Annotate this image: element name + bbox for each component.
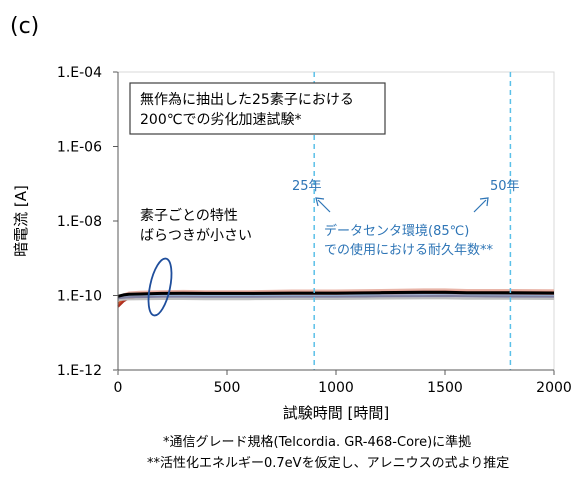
arrow-head-25 bbox=[315, 197, 325, 207]
x-tick-label: 0 bbox=[114, 380, 123, 396]
x-tick-label: 500 bbox=[214, 380, 241, 396]
series-line bbox=[117, 294, 555, 300]
x-tick-label: 2000 bbox=[536, 380, 572, 396]
x-tick-label: 1500 bbox=[427, 380, 463, 396]
y-axis-label: 暗電流 [A] bbox=[12, 185, 30, 257]
spread-annotation: 素子ごとの特性 ばらつきが小さい bbox=[140, 208, 252, 317]
y-tick-label: 1.E-08 bbox=[57, 214, 102, 230]
y-tick-label: 1.E-12 bbox=[57, 363, 102, 379]
series-line bbox=[117, 288, 555, 300]
datacenter-annotation: 25年 50年 データセンタ環境(85℃) での使用における耐久年数** bbox=[292, 179, 520, 258]
vline-label-25: 25年 bbox=[292, 179, 322, 194]
series-group bbox=[117, 288, 555, 308]
datacenter-line-2: での使用における耐久年数** bbox=[324, 242, 494, 258]
arrow-to-50 bbox=[473, 199, 487, 213]
test-condition-line-1: 無作為に抽出した25素子における bbox=[140, 92, 354, 108]
panel-label: (c) bbox=[10, 14, 39, 39]
test-condition-annotation: 無作為に抽出した25素子における 200℃での劣化加速試験* bbox=[129, 82, 386, 135]
y-tick-label: 1.E-10 bbox=[57, 289, 102, 305]
spread-ellipse bbox=[147, 257, 173, 317]
x-axis-label: 試験時間 [時間] bbox=[283, 404, 389, 422]
arrow-to-25 bbox=[317, 199, 331, 213]
y-tick-label: 1.E-04 bbox=[57, 65, 102, 81]
test-condition-box bbox=[129, 82, 386, 135]
arrow-head-50 bbox=[479, 197, 489, 207]
datacenter-line-1: データセンタ環境(85℃) bbox=[324, 223, 469, 239]
vline-label-50: 50年 bbox=[490, 179, 520, 194]
spread-line-2: ばらつきが小さい bbox=[140, 228, 252, 244]
footnote-1: *通信グレード規格(Telcordia. GR-468-Core)に準拠 bbox=[163, 434, 471, 450]
x-tick-label: 1000 bbox=[318, 380, 354, 396]
test-condition-line-2: 200℃での劣化加速試験* bbox=[140, 112, 301, 128]
footnote-2: **活性化エネルギー0.7eVを仮定し、アレニウスの式より推定 bbox=[147, 456, 509, 471]
y-tick-label: 1.E-06 bbox=[57, 140, 102, 156]
series-line bbox=[117, 290, 555, 298]
spread-line-1: 素子ごとの特性 bbox=[140, 208, 238, 224]
series-line bbox=[117, 297, 555, 302]
